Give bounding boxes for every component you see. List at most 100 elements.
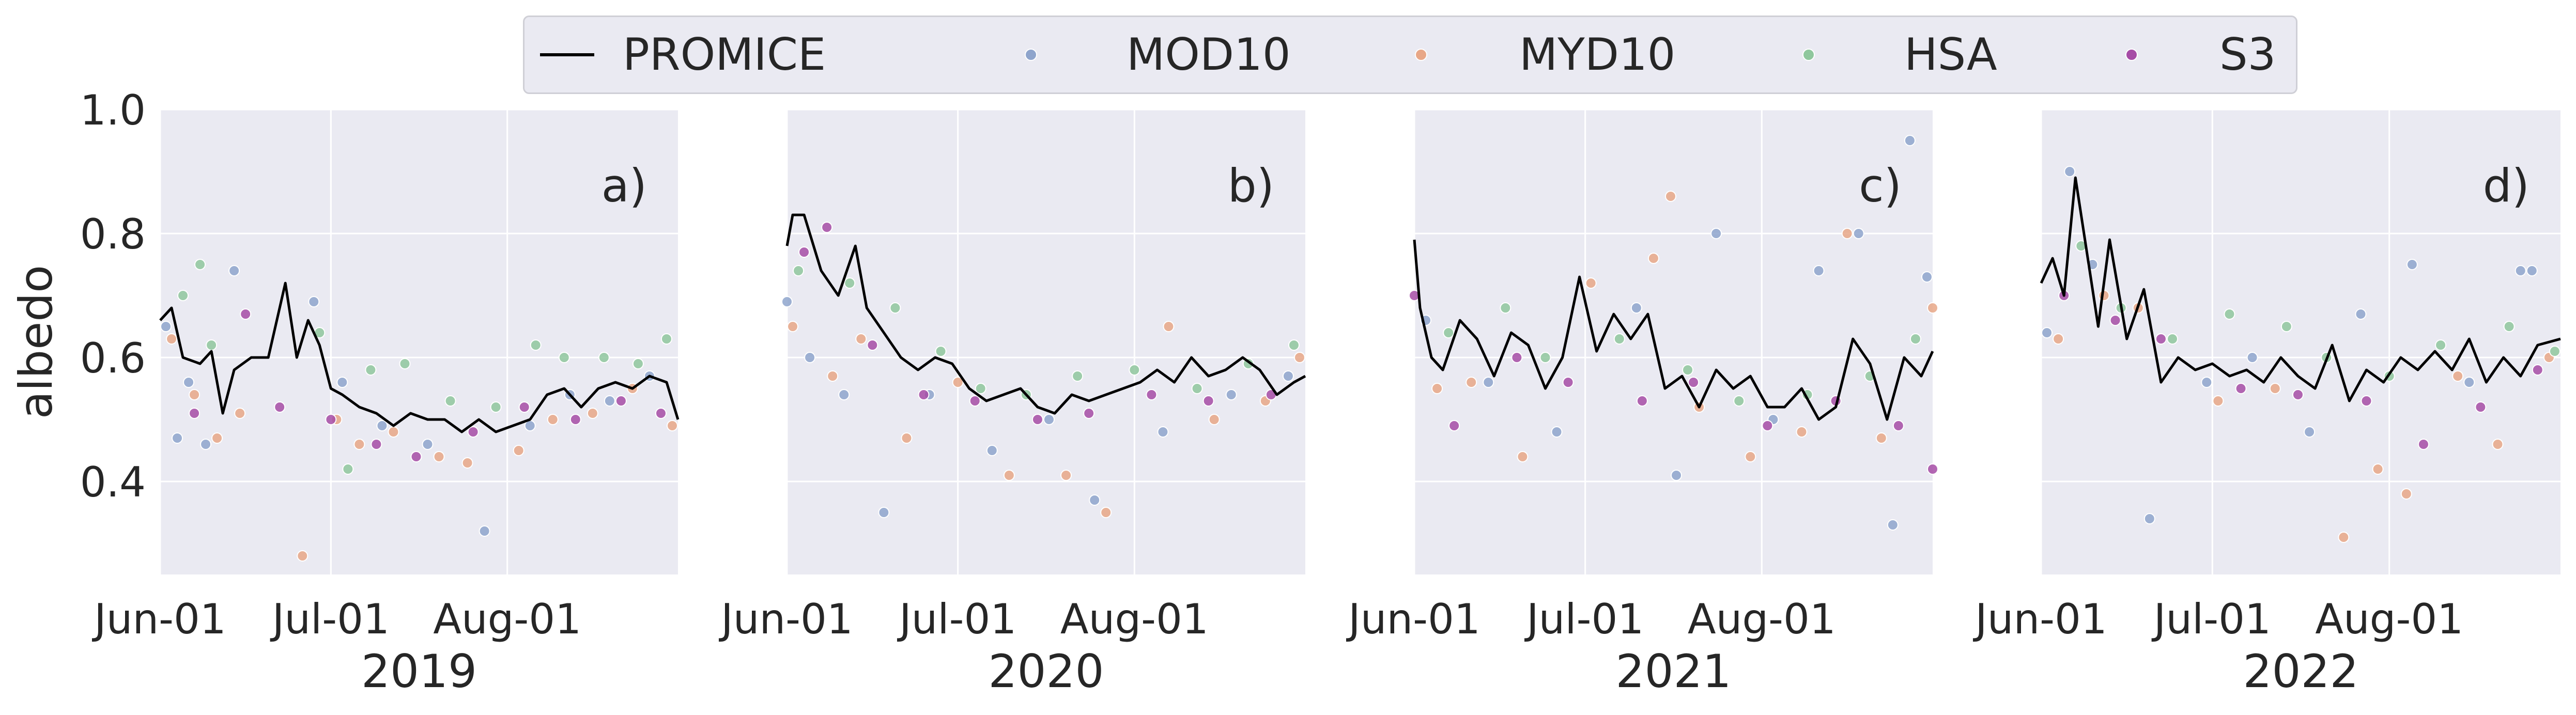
mod10-point (1551, 426, 1563, 438)
s3-point (969, 395, 981, 407)
myd10-point (2400, 488, 2412, 500)
mod10-point (479, 525, 490, 537)
myd10-point (952, 377, 964, 388)
hsa-point (490, 401, 502, 413)
y-tick-label: 0.4 (80, 458, 146, 506)
s3-point (2475, 401, 2487, 413)
x-tick-label: Jul-01 (1524, 595, 1644, 643)
x-axis-label: 2022 (2243, 645, 2359, 698)
mod10-point (422, 439, 434, 450)
myd10-point (1163, 321, 1175, 332)
myd10-point (587, 408, 598, 419)
s3-point (867, 339, 878, 351)
mod10-point (1630, 302, 1642, 314)
legend: PROMICE MOD10 MYD10 HSA S3 (523, 15, 2297, 94)
s3-point (274, 401, 286, 413)
hsa-point (1613, 333, 1625, 345)
myd10-point (1875, 432, 1887, 444)
mod10-point (838, 389, 850, 400)
legend-label-myd10: MYD10 (1519, 29, 1676, 81)
myd10-point (1060, 470, 1072, 481)
myd10-point (189, 389, 200, 400)
promice-line (2040, 176, 2561, 402)
hsa-point (1072, 370, 1084, 382)
hsa-point (632, 358, 644, 369)
mod10-point (1483, 377, 1494, 388)
legend-item-s3: S3 (2121, 17, 2276, 92)
s3-point (1202, 395, 1214, 407)
legend-label-promice: PROMICE (623, 29, 826, 81)
mod10-point (604, 395, 615, 407)
myd10-point (2269, 383, 2281, 394)
mod10-point (2526, 265, 2538, 276)
hsa-point (1129, 364, 1140, 376)
y-tick-label: 0.8 (80, 210, 146, 258)
s3-point (821, 222, 833, 233)
legend-label-s3: S3 (2219, 29, 2276, 81)
mod10-point (1671, 470, 1683, 481)
mod10-point (2355, 308, 2367, 320)
hsa-point (2280, 321, 2292, 332)
myd10-point (827, 370, 839, 382)
mod10-point (2304, 426, 2316, 438)
mod10-point (1887, 519, 1899, 531)
myd10-point (166, 333, 178, 345)
mod10-point (1813, 265, 1825, 276)
legend-dot-swatch (1802, 49, 1815, 61)
myd10-point (2212, 395, 2224, 407)
plot-area (160, 110, 678, 574)
myd10-point (1585, 277, 1597, 289)
s3-point (2235, 383, 2247, 394)
mod10-point (2201, 377, 2213, 388)
hsa-point (1909, 333, 1921, 345)
x-tick-label: Jun-01 (1972, 595, 2107, 643)
myd10-point (388, 426, 399, 438)
s3-point (2155, 333, 2167, 345)
myd10-point (901, 432, 913, 444)
myd10-point (513, 445, 525, 456)
s3-point (1688, 377, 1700, 388)
mod10-point (986, 445, 998, 456)
hsa-point (975, 383, 986, 394)
panel-label: a) (601, 159, 647, 212)
myd10-point (433, 451, 445, 462)
s3-point (798, 246, 810, 258)
mod10-point (1282, 370, 1294, 382)
hsa-point (558, 352, 570, 363)
myd10-point (1100, 507, 1112, 518)
mod10-point (376, 420, 388, 431)
s3-point (2361, 395, 2372, 407)
myd10-point (2372, 463, 2384, 475)
mod10-point (160, 321, 172, 332)
myd10-point (2053, 333, 2064, 345)
legend-item-promice: PROMICE (540, 17, 826, 92)
myd10-point (1431, 383, 1443, 394)
y-tick-label: 0.6 (80, 334, 146, 382)
mod10-point (2064, 166, 2076, 177)
mod10-point (2406, 259, 2418, 270)
hsa-point (1288, 339, 1300, 351)
legend-label-mod10: MOD10 (1127, 29, 1291, 81)
plot-area (2041, 110, 2560, 574)
myd10-point (2492, 439, 2504, 450)
promice-line (159, 282, 680, 433)
x-tick-label: Aug-01 (2315, 595, 2463, 643)
myd10-point (1293, 352, 1305, 363)
myd10-point (1466, 377, 1477, 388)
x-tick-label: Jul-01 (2151, 595, 2271, 643)
myd10-point (1003, 470, 1015, 481)
mod10-point (2041, 327, 2053, 338)
hsa-point (530, 339, 542, 351)
mod10-point (1710, 228, 1722, 239)
myd10-point (1927, 302, 1938, 314)
panel-label: b) (1228, 159, 1274, 212)
x-axis-label: 2021 (1616, 645, 1732, 698)
myd10-point (1517, 451, 1529, 462)
x-axis-label: 2019 (361, 645, 477, 698)
promice-line (785, 213, 1306, 415)
s3-point (1927, 463, 1938, 475)
